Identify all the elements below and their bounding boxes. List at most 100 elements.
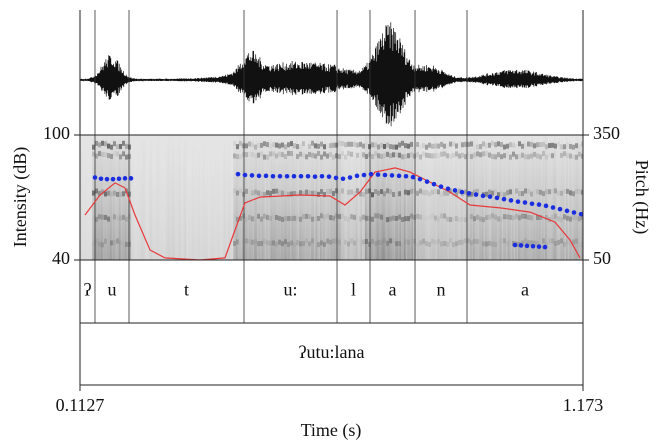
spectrogram-column (254, 144, 256, 260)
formant-band (398, 240, 401, 246)
spectrogram-column (444, 149, 447, 260)
formant-band (377, 239, 380, 245)
formant-band (347, 241, 350, 247)
spectrogram-column (216, 164, 219, 260)
formant-band (362, 143, 365, 149)
formant-band (407, 143, 410, 149)
spectrogram-column (431, 157, 433, 260)
formant-band (464, 238, 467, 244)
spectrogram-column (86, 173, 88, 260)
formant-band (329, 239, 332, 245)
pitch-point (92, 175, 98, 180)
spectrogram-column (233, 146, 235, 260)
formant-band (443, 240, 446, 246)
formant-band (119, 154, 122, 160)
spectrogram-column (258, 137, 261, 260)
formant-band (284, 191, 287, 197)
spectrogram-column (483, 145, 486, 260)
spectrogram-column (174, 160, 177, 260)
formant-band (128, 241, 131, 247)
formant-band (458, 153, 461, 159)
formant-band (326, 238, 329, 244)
pitch-point (522, 200, 528, 205)
spectrogram-column (476, 136, 478, 260)
formant-band (299, 144, 302, 150)
formant-band (359, 240, 362, 245)
formant-band (401, 154, 404, 160)
formant-band (386, 217, 389, 223)
spectrogram-column (135, 166, 138, 260)
intensity-line (84, 167, 581, 261)
formant-band (236, 216, 239, 222)
spectrogram-column (237, 135, 240, 260)
formant-band (374, 151, 377, 157)
formant-band (314, 190, 317, 196)
spectrogram-column (471, 141, 474, 260)
spectrogram-column (537, 148, 540, 260)
formant-band (269, 240, 272, 246)
formant-band (389, 216, 392, 222)
formant-band (422, 143, 425, 149)
formant-band (434, 240, 437, 246)
formant-band (443, 213, 446, 219)
formant-band (350, 141, 353, 147)
pitch-point (536, 244, 542, 249)
formant-band (101, 189, 104, 195)
formant-band (353, 141, 356, 147)
spectrogram-column (372, 135, 375, 260)
spectrogram-column (150, 141, 153, 260)
spectrogram-column (110, 139, 112, 260)
formant-band (497, 240, 500, 245)
formant-band (326, 213, 329, 219)
formant-band (356, 142, 359, 148)
spectrogram-column (81, 149, 84, 260)
formant-band (257, 213, 260, 219)
formant-band (425, 190, 428, 196)
formant-band (563, 189, 566, 195)
formant-band (284, 239, 287, 245)
formant-band (104, 191, 107, 197)
spectrogram-column (123, 137, 126, 260)
formant-band (422, 190, 425, 196)
spectrogram-column (366, 135, 369, 260)
spectrogram-column (297, 144, 300, 260)
pitch-point (256, 173, 262, 179)
formant-band (527, 141, 530, 147)
spectrogram-column (332, 146, 334, 260)
spectrogram-column (140, 170, 142, 260)
formant-band (248, 152, 251, 157)
spectrogram-column (362, 157, 364, 260)
y-axis-label: Intensity (dB) (10, 147, 31, 248)
spectrogram-column (347, 151, 349, 260)
formant-band (530, 240, 533, 246)
formant-band (323, 241, 326, 247)
formant-band (515, 213, 518, 219)
pitch-point (438, 184, 444, 189)
spectrogram-column (552, 144, 555, 260)
spectrogram-column (413, 141, 415, 260)
pitch-point (473, 192, 479, 197)
formant-band (449, 141, 452, 147)
formant-band (458, 239, 461, 245)
formant-band (248, 191, 251, 196)
spectrogram-column (348, 154, 351, 260)
formant-band (251, 239, 254, 245)
formant-band (236, 154, 239, 160)
formant-band (533, 143, 536, 149)
formant-band (347, 217, 350, 223)
formant-band (254, 153, 257, 159)
formant-band (275, 214, 278, 220)
formant-band (548, 189, 551, 195)
spectrogram-column (416, 147, 418, 260)
spectrogram-column (528, 144, 531, 260)
formant-band (287, 215, 290, 221)
formant-band (461, 142, 464, 148)
formant-band (380, 189, 383, 195)
spectrogram-column (327, 144, 330, 260)
spectrogram-column (194, 174, 196, 260)
formant-band (473, 216, 476, 222)
formant-band (128, 144, 131, 150)
formant-band (251, 142, 254, 148)
formant-band (467, 152, 470, 158)
formant-band (344, 239, 347, 245)
